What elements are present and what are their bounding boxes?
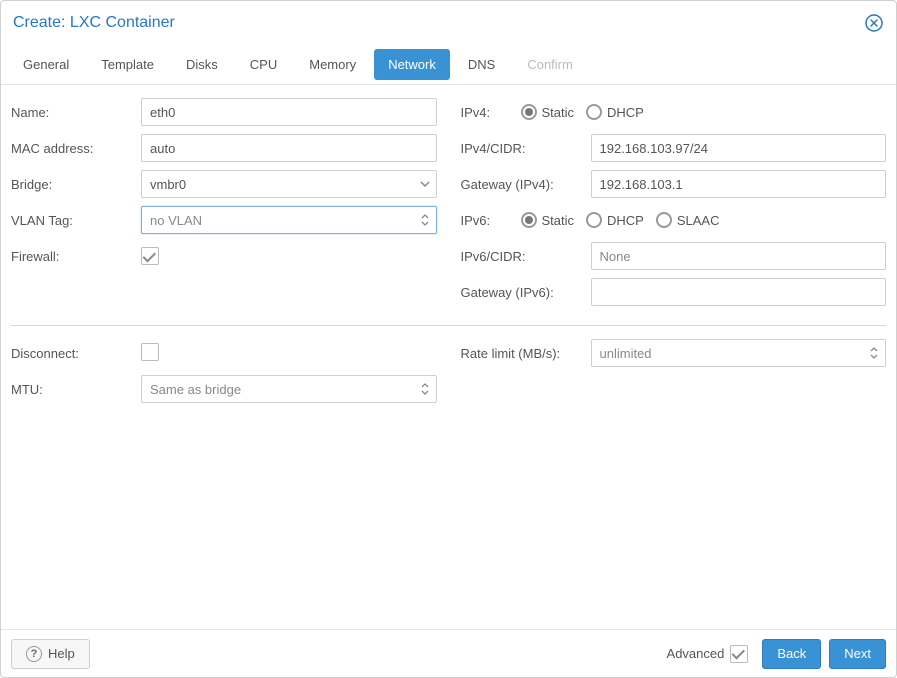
ipv4-dhcp-label: DHCP xyxy=(607,105,644,120)
rate-label: Rate limit (MB/s): xyxy=(461,346,591,361)
ipv6-slaac-radio[interactable]: SLAAC xyxy=(656,212,720,228)
spinner-icon[interactable] xyxy=(413,206,437,234)
ipv6-dhcp-radio[interactable]: DHCP xyxy=(586,212,644,228)
ipv6cidr-label: IPv6/CIDR: xyxy=(461,249,591,264)
gw4-label: Gateway (IPv4): xyxy=(461,177,591,192)
section-divider xyxy=(11,325,886,326)
help-icon: ? xyxy=(26,646,42,662)
vlan-label: VLAN Tag: xyxy=(11,213,141,228)
ipv6-slaac-label: SLAAC xyxy=(677,213,720,228)
ipv4cidr-input[interactable] xyxy=(591,134,887,162)
name-input[interactable] xyxy=(141,98,437,126)
tab-network[interactable]: Network xyxy=(374,49,450,80)
name-label: Name: xyxy=(11,105,141,120)
ipv4-static-label: Static xyxy=(542,105,575,120)
left-column: Name: MAC address: Bridge: xyxy=(11,95,437,311)
rate-spinner[interactable] xyxy=(591,339,887,367)
advanced-label: Advanced xyxy=(667,646,725,661)
mtu-spinner[interactable] xyxy=(141,375,437,403)
chevron-down-icon[interactable] xyxy=(413,170,437,198)
bridge-combo[interactable] xyxy=(141,170,437,198)
ipv4-dhcp-radio[interactable]: DHCP xyxy=(586,104,644,120)
right-column-advanced: Rate limit (MB/s): xyxy=(461,336,887,408)
gw4-input[interactable] xyxy=(591,170,887,198)
ipv6-static-label: Static xyxy=(542,213,575,228)
ipv4cidr-label: IPv4/CIDR: xyxy=(461,141,591,156)
mtu-label: MTU: xyxy=(11,382,141,397)
mtu-input[interactable] xyxy=(141,375,437,403)
wizard-tabs: General Template Disks CPU Memory Networ… xyxy=(1,45,896,85)
form-body: Name: MAC address: Bridge: xyxy=(1,85,896,629)
tab-cpu[interactable]: CPU xyxy=(236,49,291,80)
tab-general[interactable]: General xyxy=(9,49,83,80)
ipv4-static-radio[interactable]: Static xyxy=(521,104,575,120)
gw6-label: Gateway (IPv6): xyxy=(461,285,591,300)
ipv4-label: IPv4: xyxy=(461,105,521,120)
gw6-input[interactable] xyxy=(591,278,887,306)
ipv6-dhcp-label: DHCP xyxy=(607,213,644,228)
dialog-title: Create: LXC Container xyxy=(13,14,175,32)
vlan-spinner[interactable] xyxy=(141,206,437,234)
advanced-toggle[interactable]: Advanced xyxy=(667,645,749,663)
dialog-create-lxc: Create: LXC Container General Template D… xyxy=(0,0,897,678)
disconnect-label: Disconnect: xyxy=(11,346,141,361)
help-label: Help xyxy=(48,646,75,661)
tab-memory[interactable]: Memory xyxy=(295,49,370,80)
bridge-label: Bridge: xyxy=(11,177,141,192)
back-button[interactable]: Back xyxy=(762,639,821,669)
firewall-label: Firewall: xyxy=(11,249,141,264)
close-icon[interactable] xyxy=(864,13,884,33)
spinner-icon[interactable] xyxy=(862,339,886,367)
next-button[interactable]: Next xyxy=(829,639,886,669)
mac-label: MAC address: xyxy=(11,141,141,156)
rate-input[interactable] xyxy=(591,339,887,367)
ipv6-label: IPv6: xyxy=(461,213,521,228)
mac-input[interactable] xyxy=(141,134,437,162)
tab-template[interactable]: Template xyxy=(87,49,168,80)
right-column: IPv4: Static DHCP IPv4/CIDR: xyxy=(461,95,887,311)
tab-disks[interactable]: Disks xyxy=(172,49,232,80)
help-button[interactable]: ? Help xyxy=(11,639,90,669)
disconnect-checkbox[interactable] xyxy=(141,343,159,361)
vlan-input[interactable] xyxy=(141,206,437,234)
firewall-checkbox[interactable] xyxy=(141,247,159,265)
tab-dns[interactable]: DNS xyxy=(454,49,509,80)
spinner-icon[interactable] xyxy=(413,375,437,403)
titlebar: Create: LXC Container xyxy=(1,1,896,45)
ipv6cidr-input[interactable] xyxy=(591,242,887,270)
advanced-checkbox[interactable] xyxy=(730,645,748,663)
ipv6-static-radio[interactable]: Static xyxy=(521,212,575,228)
footer: ? Help Advanced Back Next xyxy=(1,629,896,677)
tab-confirm: Confirm xyxy=(513,49,587,80)
bridge-input[interactable] xyxy=(141,170,437,198)
left-column-advanced: Disconnect: MTU: xyxy=(11,336,437,408)
